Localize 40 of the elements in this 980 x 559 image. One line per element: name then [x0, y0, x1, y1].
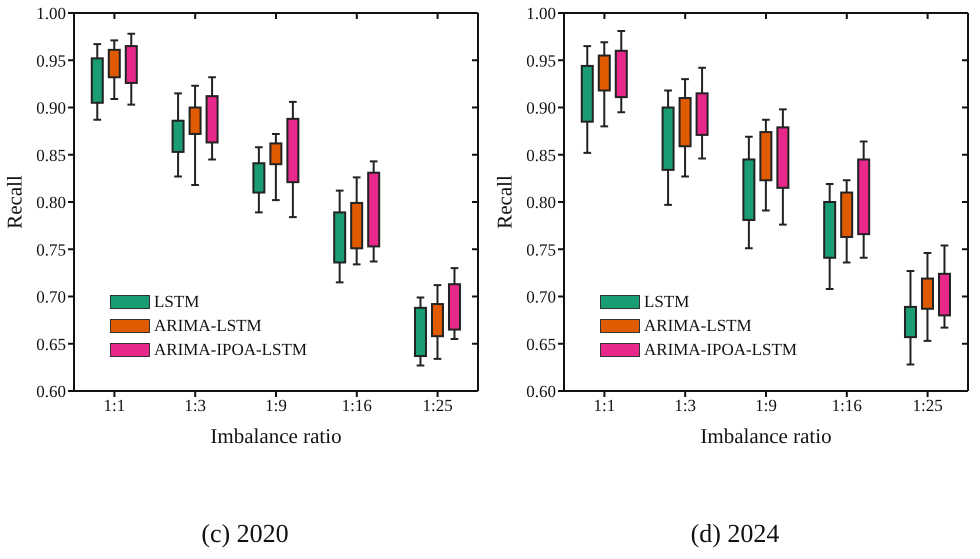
x-tick-label: 1:9	[755, 396, 777, 416]
y-tick-label: 0.70	[36, 288, 66, 307]
x-axis-title: Imbalance ratio	[700, 424, 832, 448]
x-tick-label: 1:25	[912, 396, 943, 416]
y-tick-label: 0.80	[36, 193, 66, 212]
y-tick-label: 1.00	[36, 4, 66, 24]
y-tick-label: 0.60	[526, 382, 556, 402]
legend-label: LSTM	[644, 292, 690, 312]
y-tick-label: 0.95	[526, 51, 556, 70]
legend-label: LSTM	[154, 292, 200, 312]
y-tick-label: 0.75	[526, 240, 556, 260]
y-tick-label: 0.75	[36, 240, 66, 260]
y-tick-label: 0.70	[526, 288, 556, 307]
y-tick-label: 0.60	[36, 382, 66, 402]
legend-label: ARIMA-LSTM	[154, 316, 262, 336]
y-tick-label: 0.85	[526, 146, 556, 165]
x-tick-label: 1:16	[832, 396, 862, 416]
text: (c) 2020	[200, 519, 290, 549]
legend-label: ARIMA-IPOA-LSTM	[644, 340, 797, 360]
y-tick-label: 0.85	[36, 146, 66, 165]
x-tick-label: 1:1	[104, 396, 126, 416]
y-tick-label: 0.90	[36, 98, 66, 118]
x-tick-label: 1:16	[342, 396, 372, 416]
y-tick-label: 0.80	[526, 193, 556, 212]
x-axis-title: Imbalance ratio	[210, 424, 342, 448]
legend-label: ARIMA-IPOA-LSTM	[154, 340, 307, 360]
y-tick-label: 0.65	[36, 334, 66, 354]
text: (d) 2024	[690, 519, 780, 549]
y-tick-label: 1.00	[526, 4, 556, 24]
x-tick-label: 1:1	[594, 396, 616, 416]
y-axis-title: Recall	[492, 175, 516, 229]
y-tick-label: 0.90	[526, 98, 556, 118]
x-tick-label: 1:3	[184, 396, 206, 416]
x-tick-label: 1:25	[422, 396, 453, 416]
y-axis-title: Recall	[2, 175, 26, 229]
legend-label: ARIMA-LSTM	[644, 316, 752, 336]
x-tick-label: 1:9	[265, 396, 287, 416]
y-tick-label: 0.65	[526, 334, 556, 354]
x-tick-label: 1:3	[674, 396, 696, 416]
y-tick-label: 0.95	[36, 51, 66, 70]
